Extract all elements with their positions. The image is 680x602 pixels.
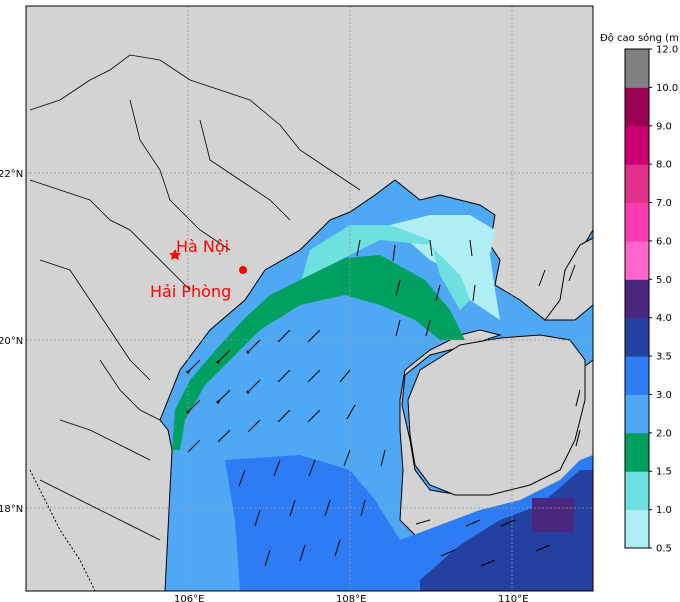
haiphong-label: Hải Phòng	[150, 282, 231, 301]
colorbar-tick-label: 1.5	[656, 467, 672, 478]
hainan-island	[407, 334, 586, 496]
colorbar-swatch	[625, 164, 649, 204]
sea-zone-green	[172, 255, 465, 450]
sea-zone-cyan	[300, 225, 470, 310]
colorbar-tick-label: 1.0	[656, 505, 672, 516]
colorbar-tick-label: 8.0	[656, 160, 672, 171]
province-boundaries	[29, 54, 361, 541]
colorbar-swatch	[625, 240, 649, 280]
lon-label-110e: 110°E	[498, 594, 528, 602]
colorbar-swatch	[625, 87, 649, 127]
colorbar-swatch	[625, 279, 649, 319]
colorbar-swatch	[625, 471, 649, 511]
hanoi-star-icon	[169, 249, 181, 260]
lat-label-22n: 22°N	[0, 169, 23, 180]
leizhou-peninsula	[544, 237, 593, 321]
colorbar-swatch	[625, 509, 649, 549]
colorbar-tick-label: 9.0	[656, 121, 672, 132]
arrow-heads	[186, 350, 250, 414]
colorbar-tick-label: 3.5	[656, 352, 672, 363]
colorbar-swatch	[625, 356, 649, 395]
lon-label-106e: 106°E	[174, 594, 204, 602]
colorbar-tick-label: 3.0	[656, 390, 672, 401]
map-frame	[25, 5, 594, 592]
sea-zone-purple	[532, 498, 574, 532]
colorbar-tick-label: 6.0	[656, 236, 672, 247]
colorbar-tick-label: 4.0	[656, 313, 672, 324]
colorbar-swatch	[625, 125, 649, 165]
colorbar-swatch	[625, 317, 649, 357]
colorbar-title: Độ cao sóng (m)	[600, 32, 680, 44]
colorbar-swatch	[625, 202, 649, 242]
colorbar-tick-label: 10.0	[656, 83, 678, 94]
colorbar-tick-label: 12.0	[656, 45, 678, 56]
colorbar: 0.5 1.0 1.5 2.0 3.0 3.5 4.0 5.0 6.0 7.0 8.0 9.0 10.0…	[624, 45, 678, 555]
wave-direction-arrows	[187, 239, 581, 567]
colorbar-frame	[624, 48, 650, 549]
lat-label-18n: 18°N	[0, 504, 23, 515]
colorbar-tick-label: 5.0	[656, 275, 672, 286]
colorbar-tick-label: 7.0	[656, 198, 672, 209]
colorbar-tick-label: 0.5	[656, 544, 672, 555]
colorbar-swatch	[625, 49, 649, 88]
colorbar-swatch	[625, 432, 649, 472]
colorbar-tick-label: 2.0	[656, 428, 672, 439]
lon-label-108e: 108°E	[336, 594, 366, 602]
lat-label-20n: 20°N	[0, 336, 23, 347]
colorbar-swatch	[625, 394, 649, 434]
graticule	[26, 6, 593, 591]
haiphong-dot-icon	[239, 266, 247, 274]
hanoi-label: Hà Nội	[176, 237, 229, 256]
